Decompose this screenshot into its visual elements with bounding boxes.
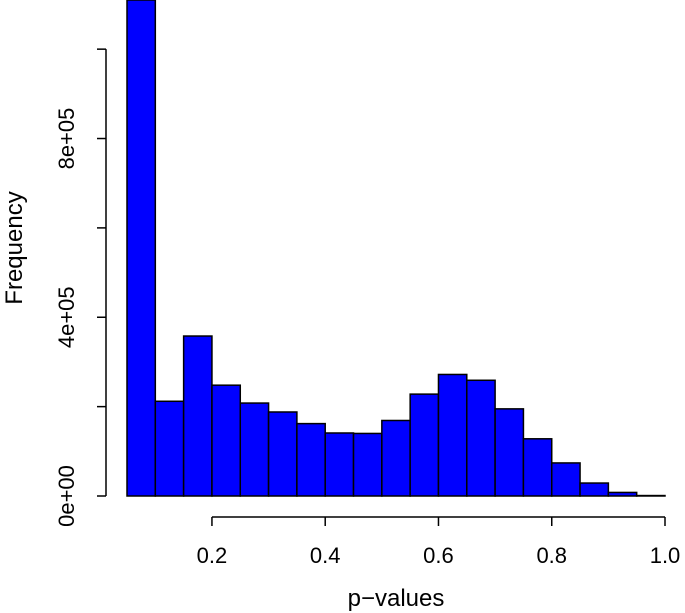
y-tick-label: 8e+05 — [54, 108, 79, 170]
y-axis-title: Frequency — [1, 191, 28, 304]
x-tick-label: 0.4 — [310, 543, 341, 568]
histogram-bar — [466, 379, 496, 497]
histogram-bar — [381, 419, 411, 497]
histogram-bar — [182, 335, 213, 497]
histogram-bar — [579, 482, 610, 497]
histogram-bar — [239, 402, 270, 497]
histogram-bar — [409, 393, 440, 497]
x-tick-label: 0.8 — [536, 543, 567, 568]
histogram-bar — [211, 384, 242, 497]
histogram-bar — [267, 411, 298, 497]
x-axis: 0.2 0.4 0.6 0.8 1.0 — [197, 516, 681, 568]
histogram-bar — [550, 462, 581, 497]
histogram-bar — [324, 432, 355, 497]
histogram-bar — [607, 491, 638, 497]
x-axis-title: p−values — [348, 585, 445, 612]
x-tick-label: 0.6 — [423, 543, 454, 568]
bars-group — [126, 0, 666, 497]
y-tick-label: 4e+05 — [54, 286, 79, 348]
histogram-bar — [126, 0, 157, 497]
histogram-bar — [437, 373, 468, 497]
histogram-bar — [154, 400, 185, 497]
histogram-bar — [522, 438, 553, 497]
x-tick-label: 0.2 — [197, 543, 228, 568]
histogram-bar — [494, 408, 525, 497]
y-axis: 0e+00 4e+05 8e+05 — [54, 48, 107, 527]
y-tick-label: 0e+00 — [54, 465, 79, 527]
histogram-bar — [352, 432, 383, 497]
histogram-bar — [296, 422, 326, 497]
x-tick-label: 1.0 — [650, 543, 681, 568]
